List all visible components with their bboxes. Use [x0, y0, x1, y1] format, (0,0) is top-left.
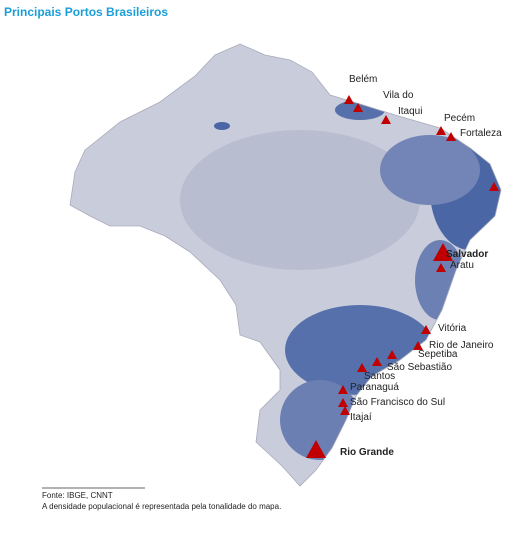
port-marker [413, 341, 423, 350]
port-label: Pecém [444, 113, 475, 124]
port-marker [433, 243, 453, 261]
port-label: Rio Grande [340, 447, 394, 458]
map-title: Principais Portos Brasileiros [4, 5, 168, 19]
port-label: Paranaguá [350, 382, 399, 393]
port-marker [353, 103, 363, 112]
port-marker [372, 357, 382, 366]
port-marker [338, 385, 348, 394]
port-marker [436, 263, 446, 272]
port-marker [387, 350, 397, 359]
port-label: Vitória [438, 323, 467, 334]
port-label: Belém [349, 74, 377, 85]
port-label: Santos [364, 371, 395, 382]
port-marker [357, 363, 367, 372]
ports: Belém Vila do Itaqui Pecém Fortaleza Salvador… [306, 74, 502, 458]
port-label: Aratu [450, 260, 474, 271]
port-marker [489, 182, 499, 191]
port-marker [446, 132, 456, 141]
port-marker [344, 95, 354, 104]
port-marker [340, 406, 350, 415]
port-label: Itaqui [398, 106, 422, 117]
port-marker [338, 398, 348, 407]
port-label: Salvador [446, 249, 488, 260]
port-marker [436, 126, 446, 135]
port-label: São Francisco do Sul [350, 397, 445, 408]
note: A densidade populacional é representada … [42, 502, 281, 511]
port-marker [381, 115, 391, 124]
port-label: São Sebastião [387, 362, 452, 373]
port-label: Itajaí [350, 412, 372, 423]
source: Fonte: IBGE, CNNT [42, 491, 113, 500]
port-marker [421, 325, 431, 334]
port-label: Fortaleza [460, 128, 502, 139]
port-label: Rio de Janeiro [429, 340, 494, 351]
port-marker [306, 440, 326, 458]
port-label: Vila do [383, 90, 414, 101]
port-label: Sepetiba [418, 349, 458, 360]
